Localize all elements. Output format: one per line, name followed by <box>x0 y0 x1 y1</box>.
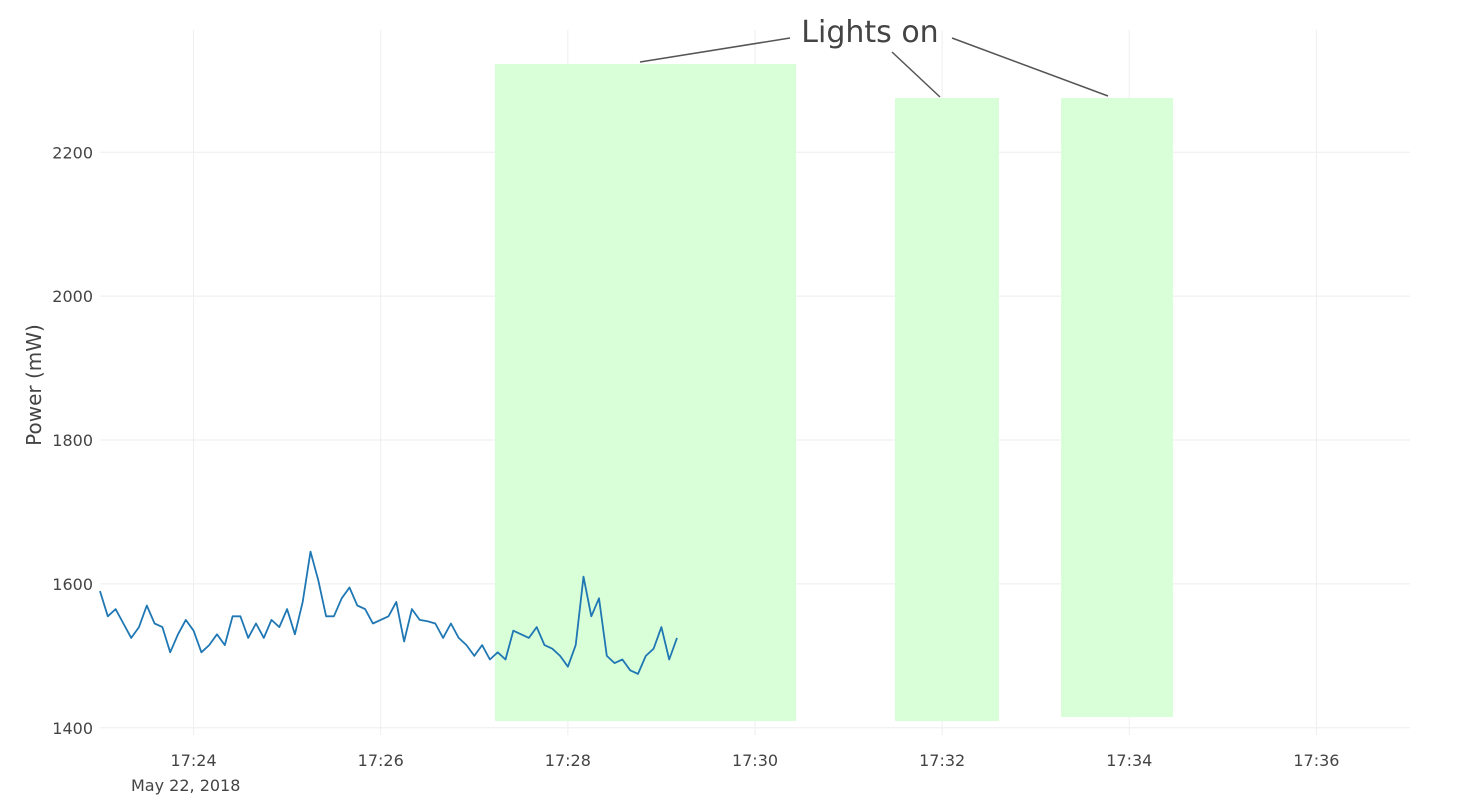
x-tick-label: 17:32 <box>919 751 965 770</box>
y-tick-label: 1600 <box>52 575 93 594</box>
x-tick-label: 17:26 <box>358 751 404 770</box>
x-tick-label: 17:34 <box>1106 751 1152 770</box>
lights-on-region <box>1061 98 1173 717</box>
y-tick-label: 2200 <box>52 143 93 162</box>
y-axis-title: Power (mW) <box>22 324 46 446</box>
x-tick-label: 17:30 <box>732 751 778 770</box>
lights-on-annotation: Lights on <box>639 15 1109 98</box>
x-axis-ticks: 17:24 17:26 17:28 17:30 17:32 17:34 17:36 <box>171 751 1340 770</box>
lights-on-regions <box>495 64 1173 721</box>
annotation-arrow <box>951 37 1109 97</box>
power-series <box>99 550 678 675</box>
x-tick-label: 17:24 <box>171 751 217 770</box>
x-axis-date-label: May 22, 2018 <box>131 776 240 795</box>
lights-on-region <box>495 64 796 721</box>
annotation-arrow <box>639 37 791 63</box>
power-line <box>99 550 678 675</box>
y-tick-label: 1800 <box>52 431 93 450</box>
lights-on-region <box>895 98 999 721</box>
x-tick-label: 17:28 <box>545 751 591 770</box>
x-tick-label: 17:36 <box>1293 751 1339 770</box>
y-tick-label: 2000 <box>52 287 93 306</box>
annotation-text: Lights on <box>801 15 938 50</box>
y-axis-ticks: 1400 1600 1800 2000 2200 <box>52 143 93 738</box>
annotation-arrow <box>891 51 941 98</box>
y-tick-label: 1400 <box>52 719 93 738</box>
